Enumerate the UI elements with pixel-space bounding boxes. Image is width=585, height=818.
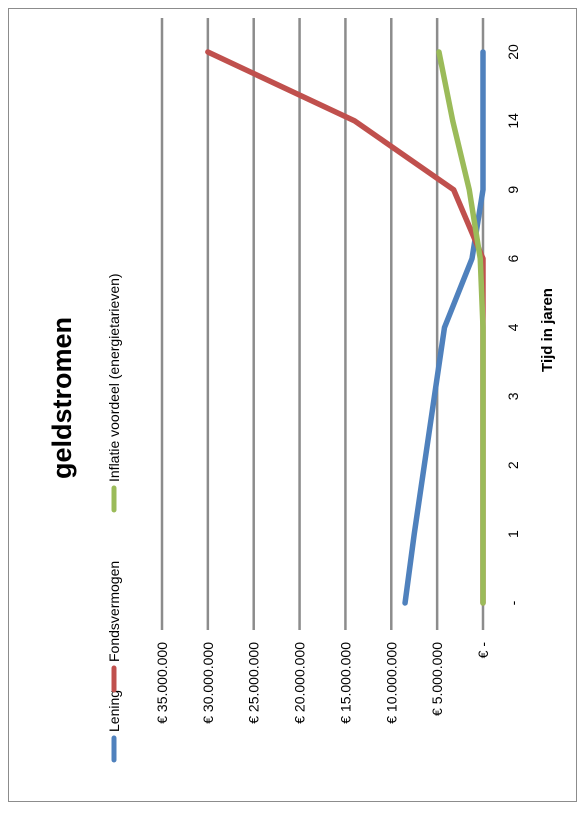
y-tick-label: € 30.000.000 bbox=[200, 642, 216, 724]
x-tick-label: 2 bbox=[505, 461, 521, 469]
chart-title: geldstromen bbox=[47, 317, 77, 479]
y-tick-label: € - bbox=[475, 642, 491, 659]
x-tick-label: 14 bbox=[505, 113, 521, 129]
legend-label: Inflatie voordeel (energietarieven) bbox=[106, 273, 122, 482]
gridlines bbox=[160, 18, 485, 630]
y-tick-label: € 20.000.000 bbox=[292, 642, 308, 724]
x-axis-tick-labels: - 1 2 3 4 6 9 14 20 bbox=[505, 44, 521, 605]
y-axis-tick-labels: € - € 5.000.000 € 10.000.000 € 15.000.000 € … bbox=[154, 642, 491, 724]
x-tick-label: 20 bbox=[505, 44, 521, 60]
y-tick-label: € 35.000.000 bbox=[154, 642, 170, 724]
y-tick-label: € 15.000.000 bbox=[337, 642, 353, 724]
x-tick-label: 6 bbox=[505, 255, 521, 263]
series-lines bbox=[205, 49, 486, 606]
x-tick-label: 4 bbox=[505, 323, 521, 331]
y-tick-label: € 5.000.000 bbox=[429, 642, 445, 716]
legend-label: Fondsvermogen bbox=[106, 561, 122, 662]
legend: Lening Fondsvermogen Inflatie voordeel (en… bbox=[106, 273, 122, 763]
legend-label: Lening bbox=[106, 690, 122, 732]
x-tick-label: - bbox=[505, 600, 521, 605]
x-tick-label: 9 bbox=[505, 186, 521, 194]
y-tick-label: € 10.000.000 bbox=[383, 642, 399, 724]
series-line bbox=[402, 49, 486, 606]
y-tick-label: € 25.000.000 bbox=[246, 642, 262, 724]
x-tick-label: 3 bbox=[505, 392, 521, 400]
x-tick-label: 1 bbox=[505, 530, 521, 538]
x-axis-title: Tijd in jaren bbox=[539, 288, 556, 372]
series-line bbox=[436, 49, 486, 606]
